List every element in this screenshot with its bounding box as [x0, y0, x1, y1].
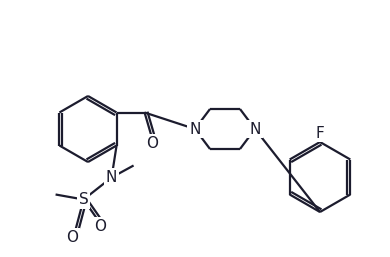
- Text: O: O: [67, 230, 78, 245]
- Text: N: N: [106, 170, 117, 185]
- Text: O: O: [147, 136, 159, 151]
- Text: S: S: [79, 192, 89, 207]
- Text: N: N: [189, 122, 201, 136]
- Text: O: O: [95, 219, 106, 234]
- Text: N: N: [249, 122, 261, 136]
- Text: F: F: [316, 125, 324, 141]
